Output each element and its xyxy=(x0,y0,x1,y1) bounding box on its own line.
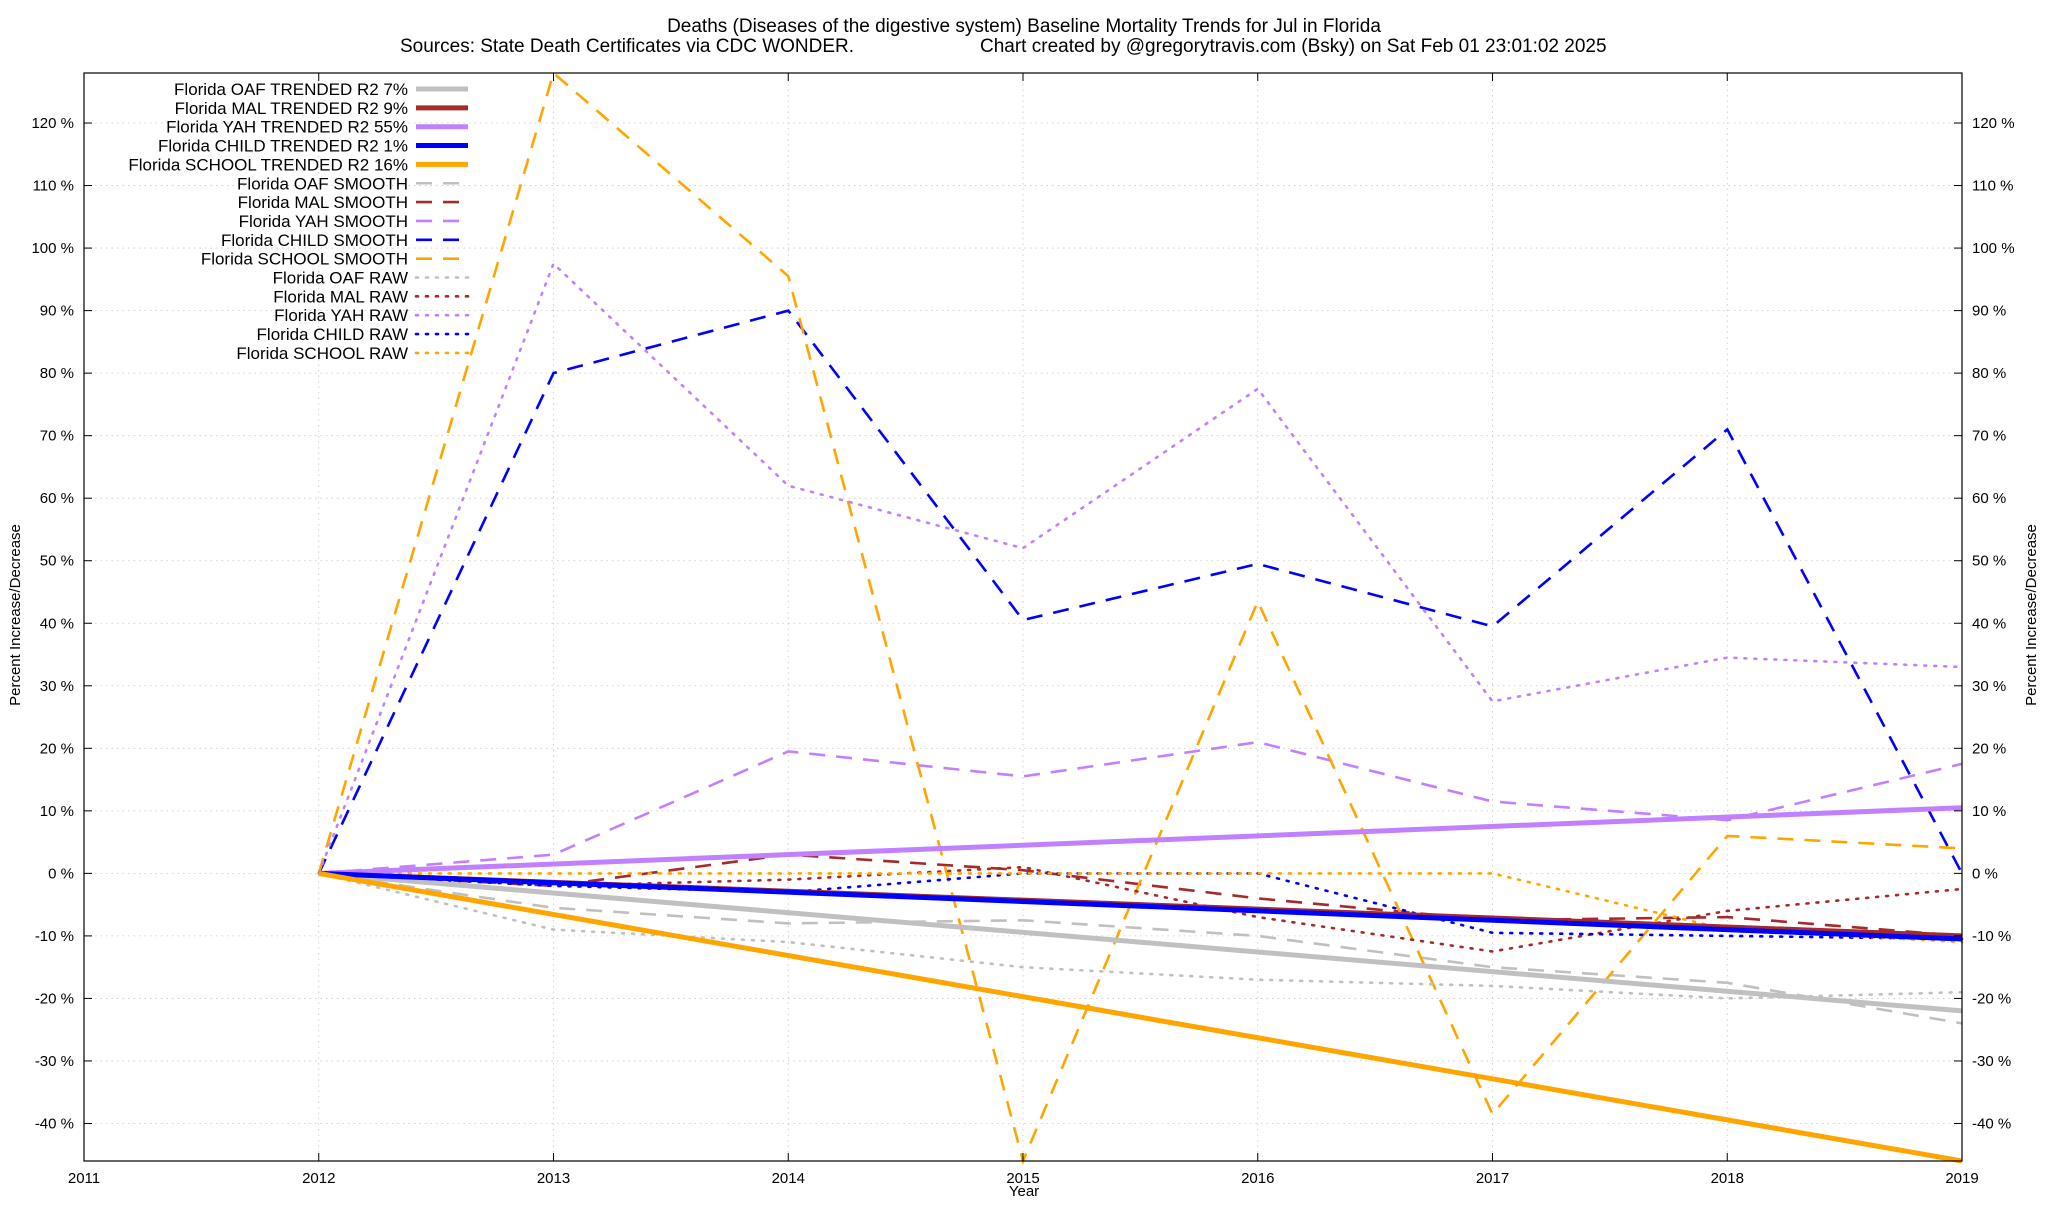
series-line-florida-oaf-trended xyxy=(318,870,1963,1014)
y-tick-label-right: 110 % xyxy=(1972,178,2013,195)
y-tick-label-right: 40 % xyxy=(1972,615,2006,632)
legend-label: Florida YAH RAW xyxy=(274,306,408,325)
series-line-florida-child-smooth xyxy=(317,309,1964,875)
legend-label: Florida YAH TRENDED R2 55% xyxy=(166,118,408,137)
chart-subtitle-sources: Sources: State Death Certificates via CD… xyxy=(400,36,854,57)
y-tick-label-left: 100 % xyxy=(31,240,74,257)
chart-subtitle-credit: Chart created by @gregorytravis.com (Bsk… xyxy=(980,36,1607,57)
x-tick-label: 2018 xyxy=(1711,1170,1744,1187)
legend-label: Florida SCHOOL SMOOTH xyxy=(201,250,408,269)
legend-label: Florida OAF TRENDED R2 7% xyxy=(174,80,408,99)
series-line-florida-yah-trended xyxy=(318,805,1963,876)
series-line-florida-oaf-raw xyxy=(317,872,1964,1000)
x-tick-label: 2015 xyxy=(1006,1170,1039,1187)
y-tick-label-right: -30 % xyxy=(1972,1053,2011,1070)
y-tick-label-left: 120 % xyxy=(31,115,74,132)
y-tick-label-left: 0 % xyxy=(48,865,74,882)
x-tick-label: 2012 xyxy=(302,1170,335,1187)
y-tick-label-right: 10 % xyxy=(1972,803,2006,820)
axis-ticks: 2011 2012 2013 2014 2015 2016 2017 2018 2019 120 … xyxy=(31,73,2015,1187)
x-tick-label: 2014 xyxy=(772,1170,805,1187)
series-line-florida-school-smooth xyxy=(317,70,1963,1166)
y-tick-label-left: -30 % xyxy=(35,1053,74,1070)
series-line-florida-yah-raw xyxy=(317,261,1964,875)
y-tick-label-left: -20 % xyxy=(35,990,74,1007)
series-line-florida-child-trended xyxy=(318,870,1963,942)
y-tick-label-right: 70 % xyxy=(1972,428,2006,445)
x-tick-label: 2013 xyxy=(537,1170,570,1187)
y-tick-label-right: -10 % xyxy=(1972,928,2011,945)
series-group xyxy=(317,70,1964,1166)
y-tick-label-left: -40 % xyxy=(35,1115,74,1132)
x-tick-label: 2017 xyxy=(1476,1170,1509,1187)
y-tick-label-right: 50 % xyxy=(1972,553,2006,570)
legend-label: Florida MAL TRENDED R2 9% xyxy=(175,99,408,118)
legend-label: Florida SCHOOL TRENDED R2 16% xyxy=(128,155,408,174)
y-tick-label-left: 40 % xyxy=(40,615,74,632)
x-tick-label: 2011 xyxy=(68,1170,100,1187)
legend-label: Florida CHILD TRENDED R2 1% xyxy=(158,137,408,156)
y-tick-label-left: 10 % xyxy=(40,803,74,820)
y-axis-label-left: Percent Increase/Decrease xyxy=(7,524,24,706)
y-tick-label-right: 60 % xyxy=(1972,490,2006,507)
y-tick-label-right: 30 % xyxy=(1972,678,2006,695)
legend-label: Florida MAL RAW xyxy=(273,287,408,306)
legend-label: Florida OAF SMOOTH xyxy=(237,174,408,193)
series-line-florida-school-raw xyxy=(317,872,1964,944)
legend-label: Florida YAH SMOOTH xyxy=(239,212,408,231)
y-tick-label-left: 80 % xyxy=(40,365,74,382)
y-tick-label-right: 20 % xyxy=(1972,740,2006,757)
y-tick-label-right: 80 % xyxy=(1972,365,2006,382)
y-axis-label-right: Percent Increase/Decrease xyxy=(2023,524,2040,706)
y-tick-label-left: 60 % xyxy=(40,490,74,507)
y-tick-label-left: 90 % xyxy=(40,303,74,320)
x-axis-label: Year xyxy=(1009,1183,1039,1200)
y-tick-label-right: -40 % xyxy=(1972,1115,2011,1132)
legend-label: Florida CHILD RAW xyxy=(257,325,408,344)
legend: Florida OAF TRENDED R2 7%Florida MAL TRE… xyxy=(128,80,470,363)
y-tick-label-left: 20 % xyxy=(40,740,74,757)
x-tick-label: 2019 xyxy=(1945,1170,1978,1187)
legend-label: Florida OAF RAW xyxy=(273,269,408,288)
y-tick-label-left: 30 % xyxy=(40,678,74,695)
y-tick-label-right: 0 % xyxy=(1972,865,1998,882)
y-tick-label-left: 70 % xyxy=(40,428,74,445)
legend-label: Florida CHILD SMOOTH xyxy=(221,231,408,250)
series-line-florida-yah-smooth xyxy=(318,740,1963,875)
series-line-florida-mal-raw xyxy=(317,865,1964,953)
y-tick-label-right: 120 % xyxy=(1972,115,2015,132)
chart-title: Deaths (Diseases of the digestive system… xyxy=(667,16,1381,37)
legend-label: Florida MAL SMOOTH xyxy=(238,193,408,212)
y-tick-label-left: -10 % xyxy=(35,928,74,945)
x-tick-label: 2016 xyxy=(1241,1170,1274,1187)
series-line-florida-school-trended xyxy=(318,870,1963,1164)
y-tick-label-right: 90 % xyxy=(1972,303,2006,320)
y-tick-label-left: 110 % xyxy=(33,178,74,195)
legend-label: Florida SCHOOL RAW xyxy=(236,344,408,363)
y-tick-label-right: 100 % xyxy=(1972,240,2015,257)
y-tick-label-left: 50 % xyxy=(40,553,74,570)
y-tick-label-right: -20 % xyxy=(1972,990,2011,1007)
series-line-florida-oaf-smooth xyxy=(318,872,1963,1025)
